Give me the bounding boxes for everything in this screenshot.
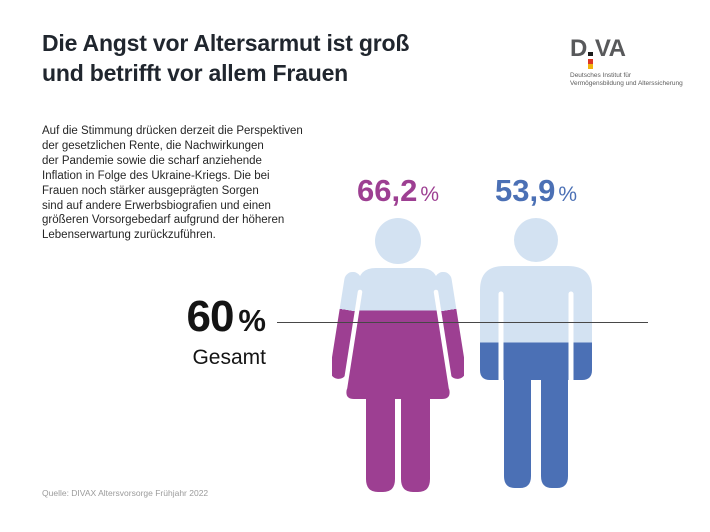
male-figure-fill: [480, 218, 592, 488]
male-value-label: 53,9%: [466, 174, 606, 212]
logo-caption-line-2: Vermögensbildung und Alterssicherung: [570, 79, 683, 87]
diva-logo-wordmark: D VA: [570, 37, 683, 69]
overall-sublabel: Gesamt: [192, 346, 266, 369]
average-line: [277, 322, 648, 323]
male-figure-slits: [498, 291, 574, 388]
overall-value-number: 60: [186, 292, 234, 341]
page-title-line-2: und betrifft vor allem Frauen: [42, 60, 349, 86]
female-value: 66,2: [356, 173, 418, 208]
source-note: Quelle: DIVAX Altersvorsorge Frühjahr 20…: [42, 488, 209, 498]
female-value-unit: %: [420, 183, 440, 206]
logo-letters-va: VA: [594, 35, 626, 62]
overall-value: 60%: [66, 294, 266, 344]
overall-value-unit: %: [238, 303, 266, 338]
female-figure-slits: [342, 289, 454, 391]
logo-caption: Deutsches Institut für Vermögensbildung …: [570, 72, 683, 87]
logo-caption-line-1: Deutsches Institut für: [570, 72, 632, 79]
female-figure-fill: [332, 218, 464, 492]
female-pictogram-icon: [332, 218, 464, 492]
diva-logo: D VA Deutsches Institut für Vermögensbild…: [570, 37, 683, 87]
logo-letter-d: D: [570, 35, 587, 62]
male-value-unit: %: [558, 183, 578, 206]
logo-flag-i-icon: [588, 51, 594, 69]
page-title-line-1: Die Angst vor Altersarmut ist groß: [42, 30, 410, 56]
overall-average-label: 60% Gesamt: [66, 294, 266, 370]
male-pictogram-icon: [480, 218, 592, 488]
intro-paragraph: Auf die Stimmung drücken derzeit die Per…: [42, 125, 303, 242]
male-value: 53,9: [494, 173, 556, 208]
page-title: Die Angst vor Altersarmut ist groß und b…: [42, 28, 409, 88]
female-value-label: 66,2%: [328, 174, 468, 212]
